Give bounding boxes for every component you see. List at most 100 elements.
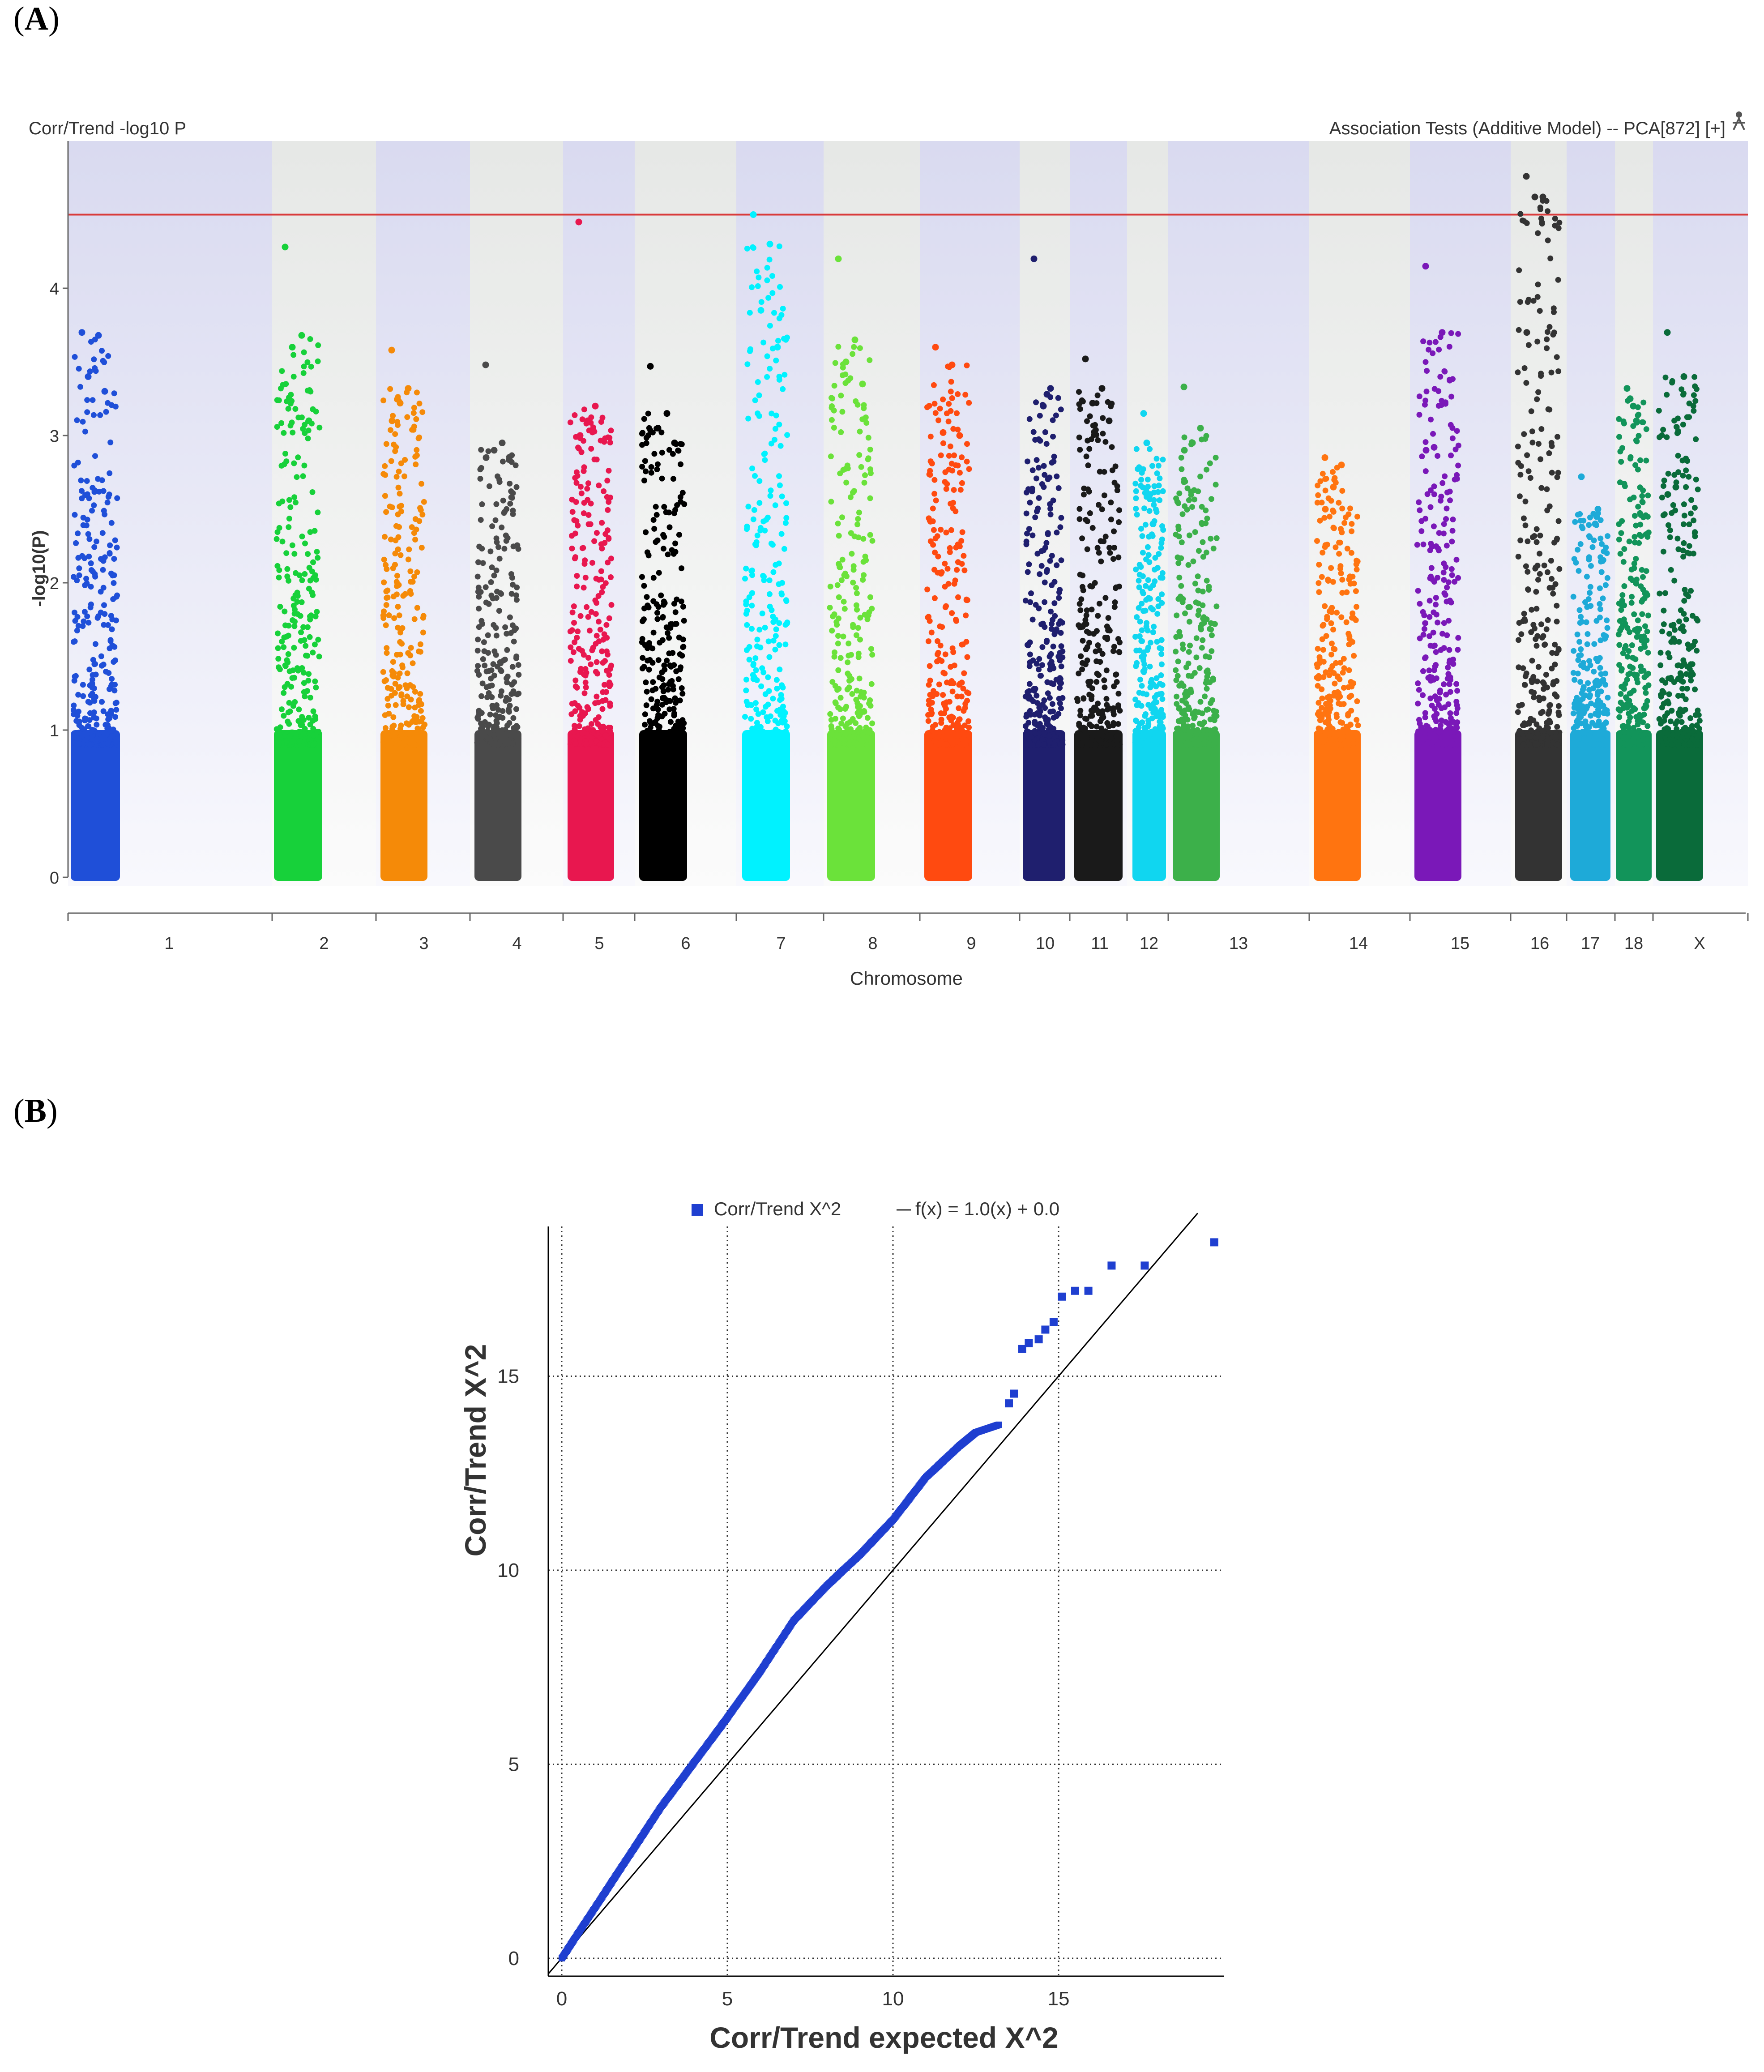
snp-point (1661, 607, 1667, 614)
snp-point (1038, 563, 1045, 569)
snp-point (1644, 741, 1650, 747)
snp-point (1586, 554, 1592, 560)
snp-point (1148, 605, 1154, 611)
snp-point (1660, 512, 1666, 518)
snp-point (1149, 533, 1156, 539)
snp-point (312, 641, 318, 648)
snp-point (1422, 397, 1429, 404)
snp-point (753, 667, 759, 673)
snp-point (766, 256, 773, 263)
snp-point (1679, 692, 1686, 699)
snp-point (583, 741, 589, 747)
snp-point (572, 639, 577, 645)
snp-point (784, 334, 790, 341)
snp-point (927, 538, 934, 544)
snp-point (508, 494, 514, 500)
snp-point (483, 668, 490, 675)
snp-point (1182, 478, 1188, 485)
snp-point (1132, 480, 1139, 487)
snp-point (1029, 467, 1036, 474)
snp-point (1084, 518, 1090, 524)
snp-point (865, 715, 871, 721)
snp-point (568, 658, 574, 664)
snp-point (954, 693, 961, 700)
snp-point (1535, 389, 1542, 395)
snp-series-chr-1 (70, 329, 120, 881)
snp-point (397, 629, 404, 636)
snp-point (1078, 596, 1085, 602)
snp-point (948, 664, 954, 670)
snp-point (1434, 711, 1440, 717)
snp-point (382, 534, 388, 540)
snp-point (1516, 267, 1522, 273)
snp-point (494, 702, 500, 708)
snp-point (1213, 731, 1220, 737)
snp-point (109, 626, 115, 632)
snp-point (1348, 692, 1354, 699)
snp-point (1549, 666, 1555, 671)
snp-point (681, 720, 687, 726)
snp-point (1339, 488, 1345, 494)
snp-point (304, 624, 311, 630)
snp-point (1050, 433, 1056, 440)
snp-point (1434, 697, 1440, 703)
snp-point (1043, 441, 1050, 447)
snp-point (1572, 723, 1579, 730)
snp-point (650, 517, 657, 523)
snp-point (384, 594, 391, 601)
snp-point (1594, 692, 1601, 698)
snp-point (1319, 695, 1325, 701)
snp-point (1645, 682, 1652, 688)
snp-point (412, 705, 418, 711)
snp-point (508, 488, 514, 494)
snp-point (948, 678, 955, 684)
snp-point (829, 395, 835, 402)
snp-point (1345, 713, 1351, 719)
snp-point (659, 701, 666, 708)
snp-point (589, 429, 596, 436)
snp-point (1152, 578, 1158, 585)
snp-point (1550, 590, 1556, 597)
snp-point (290, 667, 296, 674)
snp-point (1431, 677, 1437, 683)
snp-point (1338, 526, 1344, 532)
snp-point (1645, 530, 1652, 535)
snp-point (1529, 440, 1536, 446)
snp-point (111, 659, 117, 665)
snp-top-hit (1594, 506, 1602, 513)
snp-dense-block-chr-12 (1132, 730, 1166, 881)
snp-point (1212, 726, 1218, 732)
snp-point (597, 627, 603, 633)
snp-point (105, 353, 111, 359)
snp-point (1113, 585, 1119, 591)
snp-point (475, 637, 481, 643)
snp-point (578, 490, 585, 496)
snp-point (578, 449, 585, 455)
snp-point (640, 655, 646, 661)
snp-point (926, 682, 932, 688)
snp-point (1549, 470, 1555, 476)
snp-point (660, 546, 666, 552)
snp-point (91, 544, 98, 550)
snp-point (1084, 418, 1090, 424)
snp-point (771, 310, 777, 316)
snp-point (1077, 406, 1083, 412)
snp-point (752, 397, 758, 403)
snp-point (478, 735, 484, 741)
snp-point (420, 629, 426, 636)
snp-point (773, 633, 779, 639)
snp-point (1027, 651, 1033, 658)
snp-point (1675, 693, 1681, 699)
snp-point (422, 722, 428, 728)
snp-point (275, 739, 281, 745)
snp-point (1112, 463, 1119, 470)
snp-point (938, 571, 944, 577)
snp-point (294, 474, 300, 480)
snp-point (783, 515, 790, 521)
snp-point (1189, 504, 1195, 510)
snp-point (867, 703, 874, 709)
snp-point (1193, 654, 1200, 661)
snp-point (1084, 607, 1090, 613)
snp-point (1141, 505, 1147, 512)
snp-point (1618, 691, 1624, 697)
